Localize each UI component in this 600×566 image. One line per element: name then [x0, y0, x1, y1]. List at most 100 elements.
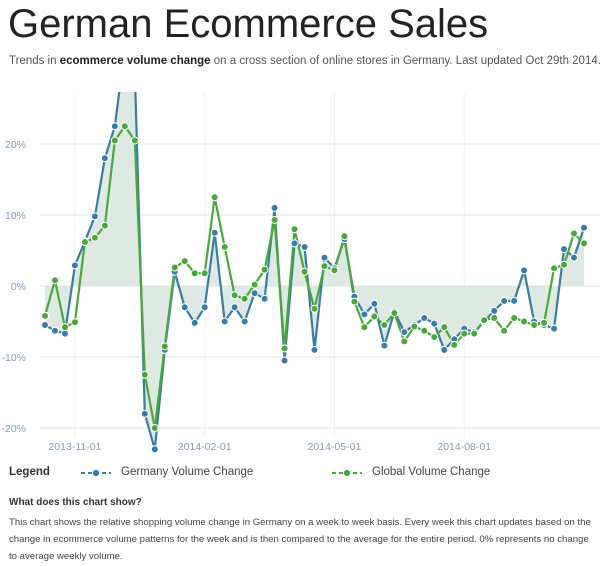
germany-point	[70, 261, 79, 270]
germany-point	[300, 242, 309, 251]
global-point	[230, 291, 239, 300]
germany-point	[180, 303, 189, 312]
global-point	[160, 342, 169, 351]
global-point	[220, 242, 229, 251]
germany-point	[430, 319, 439, 328]
subtitle-bold: ecommerce volume change	[59, 55, 211, 67]
germany-point	[490, 306, 499, 315]
x-tick-label: 2014-02-01	[178, 441, 232, 453]
global-point	[60, 323, 69, 332]
germany-point	[210, 228, 219, 237]
global-point	[260, 265, 269, 274]
germany-point	[550, 324, 559, 333]
global-point	[200, 269, 209, 278]
global-point	[490, 313, 499, 322]
global-point	[300, 267, 309, 276]
germany-point	[110, 122, 119, 131]
germany-point	[570, 253, 579, 262]
germany-point	[420, 313, 429, 322]
global-point	[90, 233, 99, 242]
germany-point	[500, 296, 509, 305]
germany-point	[220, 317, 229, 326]
germany-point	[360, 310, 369, 319]
global-point	[110, 136, 119, 145]
global-point	[100, 221, 109, 230]
global-point	[470, 329, 479, 338]
global-point	[390, 308, 399, 317]
global-point	[140, 370, 149, 379]
y-axis: 40%30%20%10%0%-10%-20%	[1, 139, 26, 435]
global-point	[80, 237, 89, 246]
y-tick-label: -20%	[1, 423, 26, 435]
global-point	[500, 326, 509, 335]
legend-swatch-global	[332, 468, 362, 478]
global-point	[150, 424, 159, 432]
legend-label-germany: Germany Volume Change	[121, 466, 254, 478]
legend-title: Legend	[9, 466, 50, 478]
global-point	[370, 312, 379, 321]
global-point	[380, 321, 389, 330]
global-point	[580, 239, 588, 248]
global-point	[560, 260, 569, 269]
germany-point	[260, 294, 269, 303]
global-point	[480, 316, 489, 325]
global-point	[340, 232, 349, 241]
global-point	[530, 321, 539, 330]
germany-point	[290, 239, 299, 248]
global-point	[280, 344, 289, 353]
legend-item-global[interactable]: Global Volume Change	[332, 466, 532, 482]
chart-area-fill	[45, 92, 584, 450]
global-point	[190, 269, 199, 278]
x-tick-label: 2013-11-01	[48, 441, 101, 453]
global-point	[350, 297, 359, 306]
germany-point	[380, 341, 389, 350]
germany-point	[250, 289, 259, 298]
global-point	[520, 317, 529, 326]
global-point	[420, 326, 429, 335]
germany-point	[370, 299, 379, 308]
germany-point	[520, 266, 529, 275]
chart-points	[41, 122, 588, 454]
global-point	[290, 225, 299, 234]
global-point	[170, 263, 179, 272]
explanation-title: What does this chart show?	[9, 497, 142, 508]
global-point	[460, 329, 469, 338]
germany-point	[240, 317, 249, 326]
global-point	[70, 318, 79, 327]
global-point	[330, 266, 339, 275]
page-title: German Ecommerce Sales	[8, 2, 489, 46]
global-point	[550, 264, 559, 273]
global-point	[570, 229, 579, 238]
global-point	[130, 136, 139, 145]
germany-point	[200, 303, 209, 312]
global-point	[41, 311, 49, 320]
global-point	[210, 193, 219, 202]
germany-point	[270, 203, 279, 212]
germany-point	[50, 326, 59, 335]
global-point	[540, 318, 549, 327]
germany-point	[320, 253, 329, 262]
germany-point	[580, 223, 588, 232]
global-point	[250, 280, 259, 289]
legend-item-germany[interactable]: Germany Volume Change	[81, 466, 281, 482]
global-point	[440, 323, 449, 332]
global-point	[400, 337, 409, 346]
germany-point	[41, 321, 49, 330]
germany-point	[400, 328, 409, 337]
subtitle-post: on a cross section of online stores in G…	[210, 55, 600, 67]
germany-point	[510, 296, 519, 305]
global-point	[360, 323, 369, 332]
germany-point	[560, 245, 569, 254]
global-point	[270, 215, 279, 224]
germany-point	[310, 345, 319, 354]
germany-point	[100, 154, 109, 163]
germany-point	[150, 445, 159, 454]
global-point	[310, 304, 319, 313]
subtitle-pre: Trends in	[9, 55, 60, 67]
y-tick-label: 10%	[5, 210, 26, 222]
germany-point	[90, 212, 99, 221]
x-axis: 2013-11-01 2014-02-01 2014-05-01 2014-08-01	[48, 441, 491, 453]
global-point	[510, 313, 519, 322]
germany-point	[230, 303, 239, 312]
global-point	[50, 276, 59, 285]
